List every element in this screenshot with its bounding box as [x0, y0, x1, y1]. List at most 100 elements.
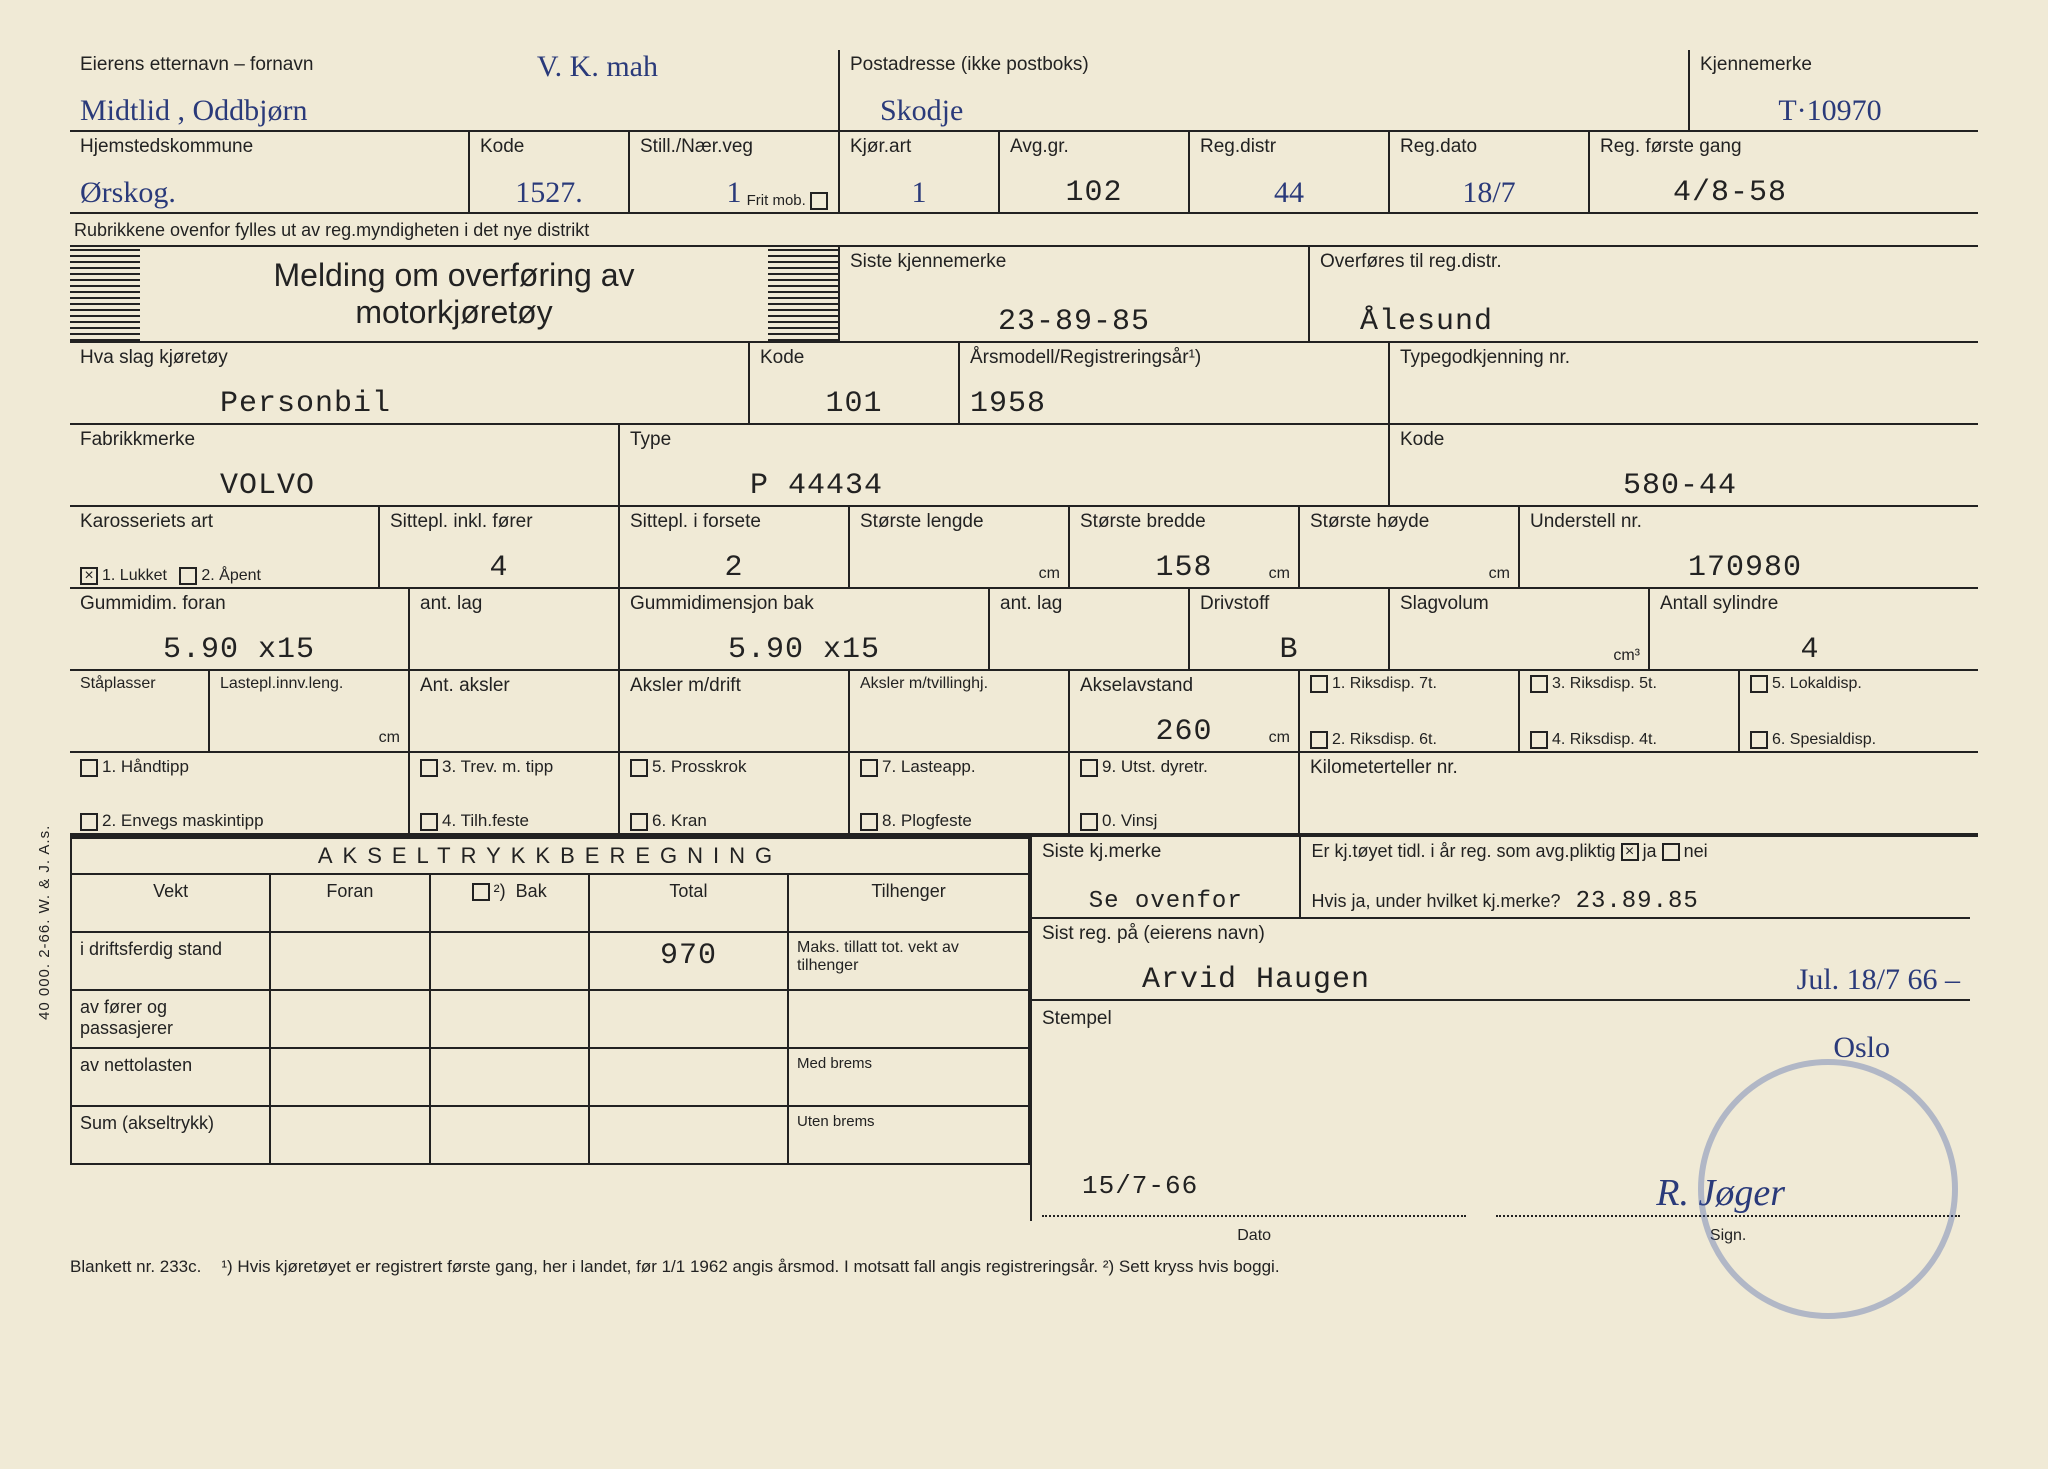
handtipp-label: 1. Håndtipp	[102, 757, 189, 776]
sistreg-value: Arvid Haugen	[1042, 963, 1370, 997]
veh-row1: Hva slag kjøretøy Personbil Kode 101 Års…	[70, 343, 1978, 425]
rubrik-notice: Rubrikkene ovenfor fylles ut av reg.mynd…	[74, 220, 1978, 241]
hatch-left	[70, 247, 140, 341]
regdistr-label: Reg.distr	[1200, 136, 1378, 158]
akslertvill-label: Aksler m/tvillinghj.	[860, 675, 1058, 693]
cm-unit-2: cm	[1269, 565, 1290, 583]
lastepl-label: Lastepl.innv.leng.	[220, 675, 398, 693]
row-owner: Eierens etternavn – fornavn V. K. mah Mi…	[70, 50, 1978, 132]
syl-value: 4	[1660, 633, 1960, 667]
envegs-label: 2. Envegs maskintipp	[102, 811, 264, 830]
plate-value: T·10970	[1700, 94, 1960, 128]
axle-r1-label: i driftsferdig stand	[72, 933, 271, 989]
boggi-checkbox[interactable]	[472, 883, 490, 901]
regdato-label: Reg.dato	[1400, 136, 1578, 158]
arsmod-value: 1958	[970, 387, 1378, 421]
kran-checkbox[interactable]	[630, 813, 648, 831]
owner-name-label: Eierens etternavn – fornavn	[80, 54, 828, 76]
apent-checkbox[interactable]	[179, 567, 197, 585]
ja-checkbox[interactable]: ×	[1621, 843, 1639, 861]
ja-label: ja	[1643, 841, 1657, 861]
kaross-label: Karosseriets art	[80, 511, 368, 533]
owner-note: V. K. mah	[537, 50, 658, 84]
title-line2: motorkjøretøy	[164, 294, 744, 331]
type-label: Type	[630, 429, 1378, 451]
kode-v2-label: Kode	[1400, 429, 1960, 451]
riks6-checkbox[interactable]	[1310, 731, 1328, 749]
bredde-value: 158	[1080, 551, 1288, 585]
riks5-checkbox[interactable]	[1530, 675, 1548, 693]
cm3-unit: cm³	[1613, 647, 1640, 665]
axle-r2-label: av fører og passasjerer	[72, 991, 271, 1047]
fritmob-checkbox[interactable]	[810, 192, 828, 210]
municipality-label: Hjemstedskommune	[80, 136, 458, 158]
axle-r3-label: av nettolasten	[72, 1049, 271, 1105]
regforste-label: Reg. første gang	[1600, 136, 1860, 158]
regdistr-value: 44	[1200, 176, 1378, 210]
type-value: P 44434	[630, 469, 1378, 503]
avggr-value: 102	[1010, 176, 1178, 210]
handtipp-checkbox[interactable]	[80, 759, 98, 777]
lokal-checkbox[interactable]	[1750, 675, 1768, 693]
veh-row4: Gummidim. foran 5.90 x15 ant. lag Gummid…	[70, 589, 1978, 671]
gummibak-label: Gummidimensjon bak	[630, 593, 978, 615]
understell-value: 170980	[1530, 551, 1960, 585]
riks4-checkbox[interactable]	[1530, 731, 1548, 749]
axle-h-tilh: Tilhenger	[789, 875, 1028, 931]
plogfeste-checkbox[interactable]	[860, 813, 878, 831]
erkj-line1: Er kj.tøyet tidl. i år reg. som avg.plik…	[1311, 841, 1615, 861]
cm-unit-3: cm	[1489, 565, 1510, 583]
akselavst-label: Akselavstand	[1080, 675, 1288, 697]
gummifor-value: 5.90 x15	[80, 633, 398, 667]
kjorart-value: 1	[850, 176, 988, 210]
veh-row2: Fabrikkmerke VOLVO Type P 44434 Kode 580…	[70, 425, 1978, 507]
footer: Blankett nr. 233c. ¹) Hvis kjøretøyet er…	[70, 1257, 1978, 1277]
lasteapp-checkbox[interactable]	[860, 759, 878, 777]
envegs-checkbox[interactable]	[80, 813, 98, 831]
spesial-label: 6. Spesialdisp.	[1772, 731, 1876, 748]
nei-checkbox[interactable]	[1662, 843, 1680, 861]
riks7-checkbox[interactable]	[1310, 675, 1328, 693]
siste-kj-label: Siste kjennemerke	[850, 251, 1298, 273]
vinsj-checkbox[interactable]	[1080, 813, 1098, 831]
kode-label: Kode	[480, 136, 618, 158]
gummibak-value: 5.90 x15	[630, 633, 978, 667]
dato-label: Dato	[1042, 1227, 1466, 1245]
prosskrok-label: 5. Prosskrok	[652, 757, 746, 776]
spesial-checkbox[interactable]	[1750, 731, 1768, 749]
apent-label: 2. Åpent	[201, 567, 261, 584]
kmteller-label: Kilometerteller nr.	[1310, 757, 1960, 779]
aksler-label: Ant. aksler	[420, 675, 608, 697]
riks7-label: 1. Riksdisp. 7t.	[1332, 675, 1437, 692]
tilh-checkbox[interactable]	[420, 813, 438, 831]
veh-row3: Karosseriets art ×1. Lukket 2. Åpent Sit…	[70, 507, 1978, 589]
syl-label: Antall sylindre	[1660, 593, 1960, 615]
print-side-text: 40 000. 2-66. W. & J. A.s.	[36, 825, 53, 1020]
lukket-checkbox[interactable]: ×	[80, 567, 98, 585]
axle-h-bak2: ²)	[494, 881, 506, 901]
kran-label: 6. Kran	[652, 811, 707, 830]
akslerdrift-label: Aksler m/drift	[630, 675, 838, 697]
fritmob-label: Frit mob.	[747, 192, 806, 209]
regforste-value: 4/8-58	[1600, 176, 1860, 210]
kjorart-label: Kjør.art	[850, 136, 988, 158]
trev-checkbox[interactable]	[420, 759, 438, 777]
veh-row6: 1. Håndtipp 2. Envegs maskintipp 3. Trev…	[70, 753, 1978, 837]
antlag2-label: ant. lag	[1000, 593, 1178, 615]
blankett-nr: Blankett nr. 233c.	[70, 1257, 201, 1277]
prosskrok-checkbox[interactable]	[630, 759, 648, 777]
veh-row5: Ståplasser Lastepl.innv.leng. cm Ant. ak…	[70, 671, 1978, 753]
kode-v1-label: Kode	[760, 347, 948, 369]
row-municipality: Hjemstedskommune Ørskog. Kode 1527. Stil…	[70, 132, 1978, 214]
overfores-label: Overføres til reg.distr.	[1320, 251, 1960, 273]
axle-h-foran: Foran	[271, 875, 430, 931]
arsmod-label: Årsmodell/Registreringsår¹)	[970, 347, 1378, 369]
dato-value: 15/7-66	[1042, 1171, 1198, 1201]
dyretr-checkbox[interactable]	[1080, 759, 1098, 777]
owner-name-value: Midtlid , Oddbjørn	[80, 94, 828, 128]
drivstoff-value: B	[1200, 633, 1378, 667]
axle-block: AKSELTRYKKBEREGNING Vekt Foran ²) Bak To…	[70, 837, 1030, 1221]
akselavst-value: 260	[1080, 715, 1288, 749]
bredde-label: Største bredde	[1080, 511, 1288, 533]
bottom-section: AKSELTRYKKBEREGNING Vekt Foran ²) Bak To…	[70, 837, 1978, 1221]
